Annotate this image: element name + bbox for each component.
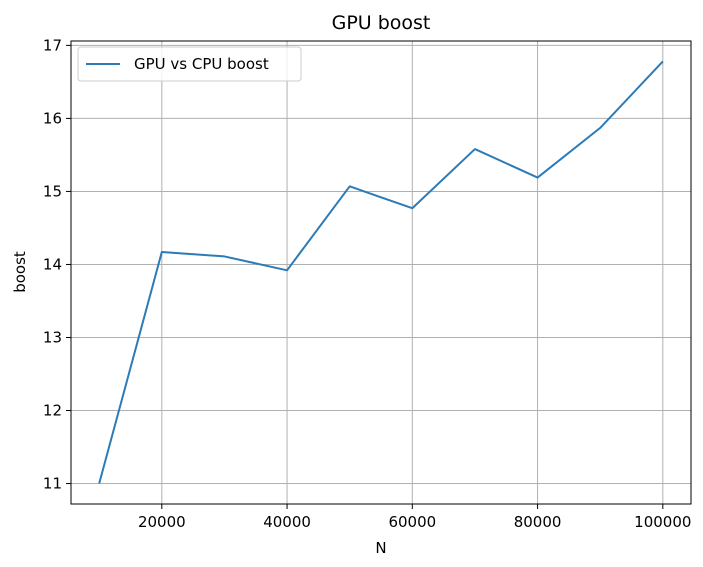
legend-box xyxy=(77,46,302,82)
x-tick-label: 60000 xyxy=(388,513,436,531)
x-axis-label: N xyxy=(375,539,386,557)
y-tick-label: 12 xyxy=(43,402,62,420)
y-axis: 11 12 13 14 15 16 17 xyxy=(43,36,71,493)
grid-lines xyxy=(71,41,691,504)
legend-label: GPU vs CPU boost xyxy=(134,55,269,73)
chart-title: GPU boost xyxy=(332,12,431,34)
y-axis-label: boost xyxy=(11,251,29,293)
x-tick-label: 40000 xyxy=(263,513,311,531)
legend: GPU vs CPU boost xyxy=(77,46,302,82)
x-tick-label: 100000 xyxy=(634,513,691,531)
y-tick-label: 17 xyxy=(43,36,62,54)
y-tick-label: 16 xyxy=(43,109,62,127)
y-tick-label: 14 xyxy=(43,255,62,273)
x-axis: 20000 40000 60000 80000 100000 xyxy=(138,504,691,531)
series-layer xyxy=(98,60,664,484)
x-tick-label: 80000 xyxy=(514,513,562,531)
plot-frame xyxy=(70,40,692,505)
x-tick-label: 20000 xyxy=(138,513,186,531)
y-tick-label: 15 xyxy=(43,182,62,200)
y-tick-label: 11 xyxy=(43,475,62,493)
y-tick-label: 13 xyxy=(43,328,62,346)
series-line xyxy=(98,60,664,484)
